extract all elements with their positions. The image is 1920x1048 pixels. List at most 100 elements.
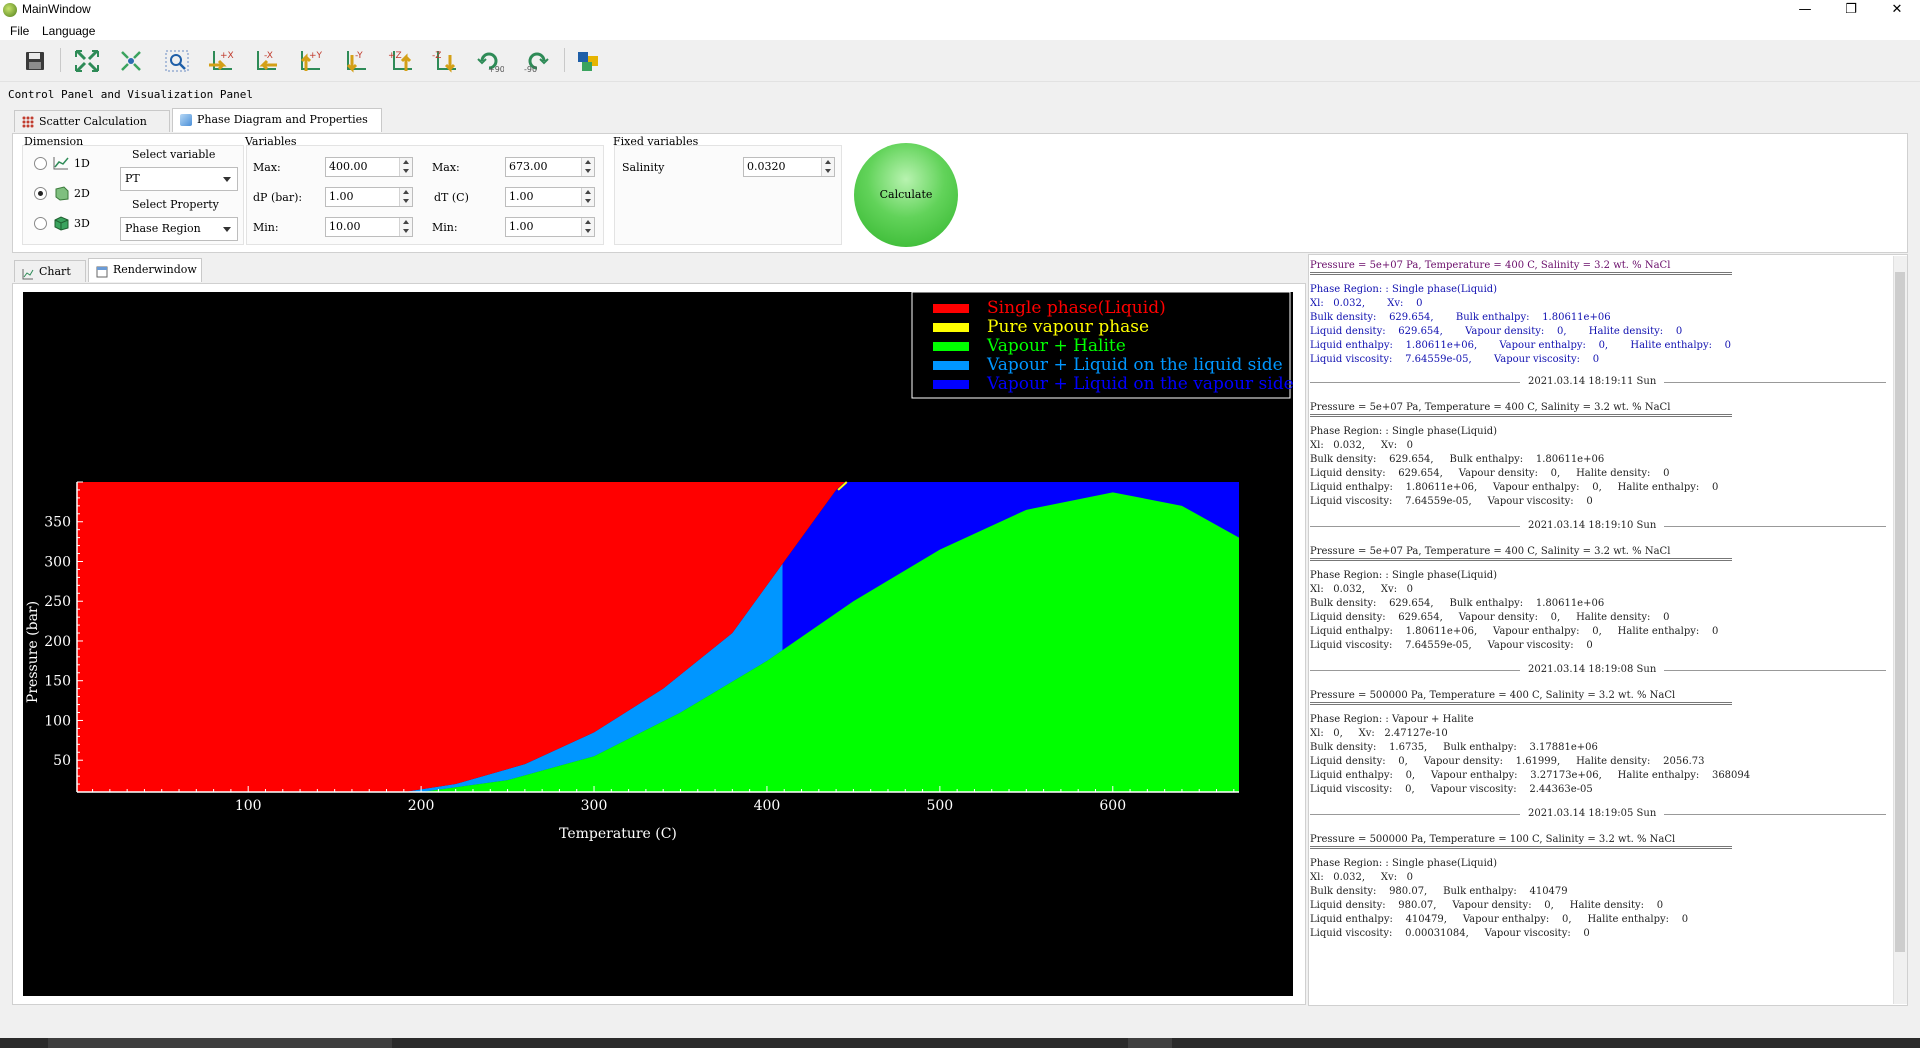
radio-1d[interactable] — [34, 157, 47, 170]
log-current-line: Xl: 0.032, Xv: 0 — [1310, 298, 1423, 309]
spin-buttons[interactable] — [399, 218, 412, 236]
log-timestamp-rule-left — [1310, 814, 1520, 815]
view-plus-x-icon: +X — [209, 51, 234, 71]
x-tick-label: 300 — [581, 798, 608, 814]
pressure-min-input[interactable]: 10.00 — [325, 217, 413, 237]
x-tick-label: 500 — [926, 798, 953, 814]
legend-label: Vapour + Liquid on the liquid side — [986, 355, 1283, 375]
y-tick-label: 150 — [44, 674, 71, 690]
legend-label: Vapour + Halite — [986, 336, 1126, 356]
radio-3d[interactable] — [34, 217, 47, 230]
phase-diagram-plot[interactable]: 100 200 300 400 500 600 50 100 150 200 250 300 350 Te… — [23, 291, 1294, 996]
log-entry-line: Liquid viscosity: 0, Vapour viscosity: 2… — [1310, 784, 1593, 795]
chevron-down-icon — [223, 227, 231, 232]
radio-2d[interactable] — [34, 187, 47, 200]
tab-chart[interactable]: Chart — [14, 260, 86, 282]
y-tick-label: 50 — [53, 753, 71, 769]
radio-2d-label: 2D — [74, 187, 90, 200]
svg-text:+90: +90 — [488, 65, 504, 73]
log-scrollbar-thumb[interactable] — [1895, 272, 1905, 952]
x-tick-label: 100 — [235, 798, 262, 814]
dimension-title: Dimension — [24, 135, 84, 148]
spin-buttons[interactable] — [581, 218, 594, 236]
spin-buttons[interactable] — [399, 158, 412, 176]
fit-view-icon — [75, 49, 99, 73]
radio-1d-label: 1D — [74, 157, 90, 170]
log-entry-line: Liquid enthalpy: 1.80611e+06, Vapour ent… — [1310, 626, 1719, 637]
view-plus-x-button[interactable]: +X — [206, 47, 236, 75]
color-settings-button[interactable] — [574, 47, 604, 75]
save-button[interactable] — [20, 47, 50, 75]
tab-label: Phase Diagram and Properties — [197, 113, 368, 126]
restore-button[interactable]: ❐ — [1845, 2, 1857, 17]
select-property-label: Select Property — [132, 198, 219, 211]
rotate-ccw-icon: -90 — [524, 52, 549, 73]
view-minus-z-button[interactable]: -Z — [430, 47, 460, 75]
region-vl-liquid-side — [403, 563, 783, 792]
log-entry-line: Liquid viscosity: 7.64559e-05, Vapour vi… — [1310, 640, 1593, 651]
temperature-step-value: 1.00 — [509, 190, 534, 203]
tab-phase-diagram[interactable]: Phase Diagram and Properties — [172, 108, 382, 132]
log-current-line: Phase Region: : Single phase(Liquid) — [1310, 284, 1498, 295]
menu-language[interactable]: Language — [42, 24, 96, 38]
view-minus-y-button[interactable]: -Y — [340, 47, 370, 75]
log-timestamp-rule-left — [1310, 526, 1520, 527]
log-entry-line: Liquid density: 629.654, Vapour density:… — [1310, 612, 1670, 623]
view-plus-y-button[interactable]: +Y — [294, 47, 324, 75]
temperature-step-label: dT (C) — [434, 191, 469, 204]
select-variable-combo[interactable]: PT — [120, 167, 238, 191]
log-entry-line: Phase Region: : Single phase(Liquid) — [1310, 426, 1498, 437]
results-log-pane[interactable] — [1308, 254, 1908, 1006]
spin-buttons[interactable] — [581, 188, 594, 206]
log-entry-line: Bulk density: 980.07, Bulk enthalpy: 410… — [1310, 886, 1568, 897]
select-property-combo[interactable]: Phase Region — [120, 217, 238, 241]
calculate-button[interactable]: Calculate — [854, 143, 958, 247]
temperature-step-input[interactable]: 1.00 — [505, 187, 595, 207]
temperature-min-input[interactable]: 1.00 — [505, 217, 595, 237]
spin-buttons[interactable] — [821, 158, 834, 176]
window-title: MainWindow — [22, 2, 91, 16]
log-timestamp-rule-left — [1310, 382, 1520, 383]
rotate-plus-90-button[interactable]: +90 — [474, 45, 504, 73]
temperature-min-label: Min: — [432, 221, 458, 234]
view-minus-y-icon: -Y — [346, 51, 366, 73]
region-vapour-halite — [421, 492, 1240, 792]
zoom-button[interactable] — [162, 47, 192, 75]
minimize-button[interactable]: — — [1798, 2, 1812, 17]
log-entry-line: Liquid enthalpy: 0, Vapour enthalpy: 3.2… — [1310, 770, 1751, 781]
log-header-rule — [1310, 702, 1732, 705]
pressure-max-input[interactable]: 400.00 — [325, 157, 413, 177]
salinity-input[interactable]: 0.0320 — [743, 157, 835, 177]
log-timestamp: 2021.03.14 18:19:05 Sun — [1528, 808, 1657, 819]
select-variable-label: Select variable — [132, 148, 216, 161]
log-entry-line: Liquid viscosity: 0.00031084, Vapour vis… — [1310, 928, 1590, 939]
log-current-header: Pressure = 5e+07 Pa, Temperature = 400 C… — [1310, 260, 1671, 271]
log-timestamp: 2021.03.14 18:19:08 Sun — [1528, 664, 1657, 675]
spin-buttons[interactable] — [581, 158, 594, 176]
center-view-button[interactable] — [116, 47, 146, 75]
svg-text:-Z: -Z — [432, 51, 441, 61]
y-tick-label: 300 — [44, 554, 71, 570]
close-button[interactable]: ✕ — [1891, 2, 1903, 17]
rotate-minus-90-button[interactable]: -90 — [522, 45, 552, 73]
log-current-line: Liquid viscosity: 7.64559e-05, Vapour vi… — [1310, 354, 1600, 365]
view-plus-z-button[interactable]: +Z — [386, 47, 416, 75]
tab-scatter-calculation[interactable]: Scatter Calculation — [14, 110, 170, 132]
log-entry-line: Phase Region: : Single phase(Liquid) — [1310, 858, 1498, 869]
tab-label: Scatter Calculation — [39, 115, 147, 128]
view-minus-x-button[interactable]: -X — [250, 47, 280, 75]
salinity-label: Salinity — [622, 161, 665, 174]
region-pure-vapour — [837, 481, 848, 491]
view-minus-x-icon: -X — [257, 51, 277, 71]
menu-file[interactable]: File — [10, 24, 30, 38]
fit-view-button[interactable] — [72, 47, 102, 75]
taskbar-item[interactable] — [1128, 1038, 1172, 1048]
title-bar — [0, 0, 1920, 20]
temperature-max-input[interactable]: 673.00 — [505, 157, 595, 177]
pressure-step-input[interactable]: 1.00 — [325, 187, 413, 207]
taskbar-item[interactable] — [48, 1038, 392, 1048]
log-header-rule — [1310, 558, 1732, 561]
spin-buttons[interactable] — [399, 188, 412, 206]
tab-renderwindow[interactable]: Renderwindow — [88, 258, 202, 282]
pressure-min-value: 10.00 — [329, 220, 361, 233]
